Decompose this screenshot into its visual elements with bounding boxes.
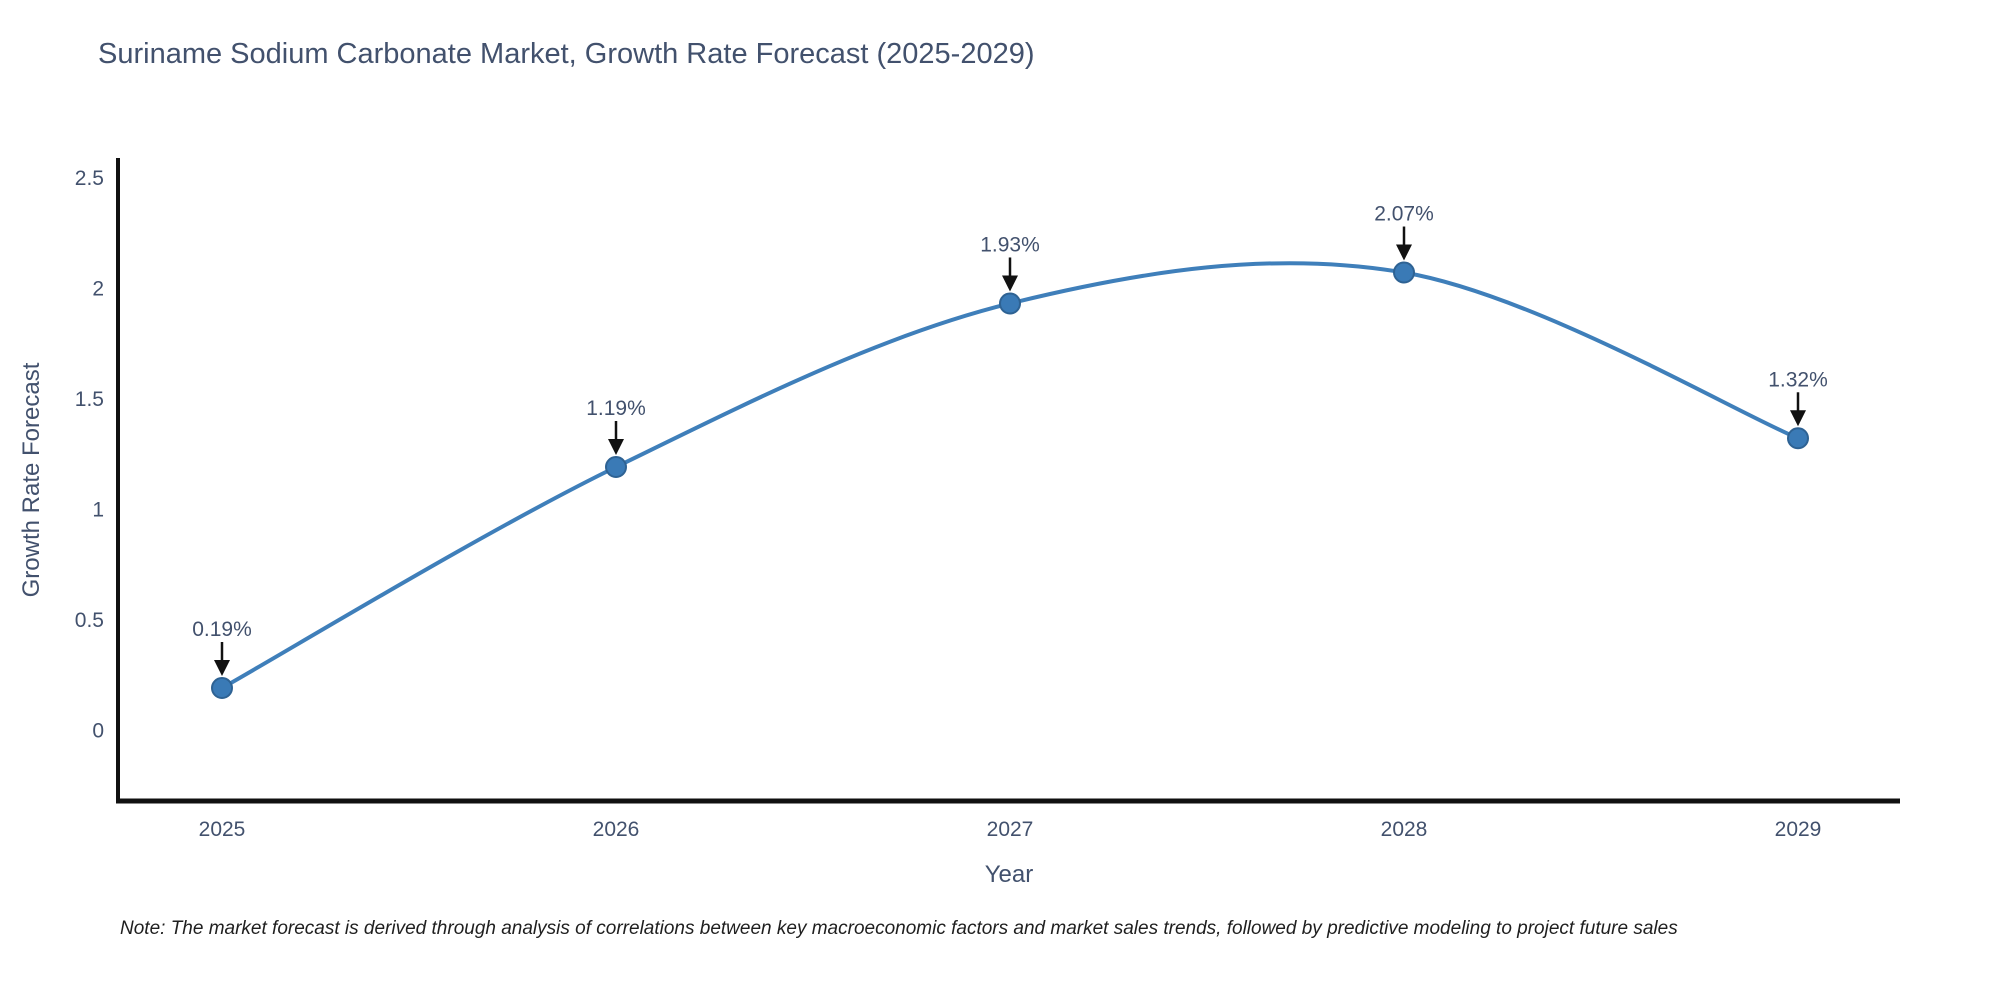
y-tick-label: 2 xyxy=(92,278,104,301)
annotation-label: 0.19% xyxy=(192,618,252,641)
annotation-arrowhead xyxy=(1790,410,1806,427)
x-tick-label: 2025 xyxy=(199,818,246,841)
y-tick-label: 0 xyxy=(92,720,104,743)
x-tick-label: 2028 xyxy=(1381,818,1428,841)
x-tick-label: 2027 xyxy=(987,818,1034,841)
x-axis-title: Year xyxy=(984,861,1034,888)
y-tick-label: 2.5 xyxy=(75,167,104,190)
data-point-marker xyxy=(1393,261,1415,284)
chart-title: Suriname Sodium Carbonate Market, Growth… xyxy=(98,38,1035,70)
data-point-marker xyxy=(211,677,233,700)
y-tick-label: 1.5 xyxy=(75,388,104,411)
annotation-arrowhead xyxy=(214,660,230,677)
footnote: Note: The market forecast is derived thr… xyxy=(120,918,1678,939)
y-tick-label: 1 xyxy=(92,499,104,522)
annotation-label: 2.07% xyxy=(1374,203,1434,226)
annotation-label: 1.19% xyxy=(586,397,646,420)
annotation-arrowhead xyxy=(608,439,624,456)
y-tick-label: 0.5 xyxy=(75,609,104,632)
annotation-arrowhead xyxy=(1002,275,1018,292)
data-point-marker xyxy=(605,456,627,479)
data-point-marker xyxy=(1787,427,1809,450)
x-tick-label: 2029 xyxy=(1775,818,1822,841)
annotation-arrowhead xyxy=(1396,244,1412,261)
annotation-label: 1.32% xyxy=(1768,368,1828,391)
annotation-label: 1.93% xyxy=(980,233,1040,256)
trend-line xyxy=(220,261,1800,691)
data-point-marker xyxy=(999,292,1021,315)
x-tick-label: 2026 xyxy=(593,818,640,841)
